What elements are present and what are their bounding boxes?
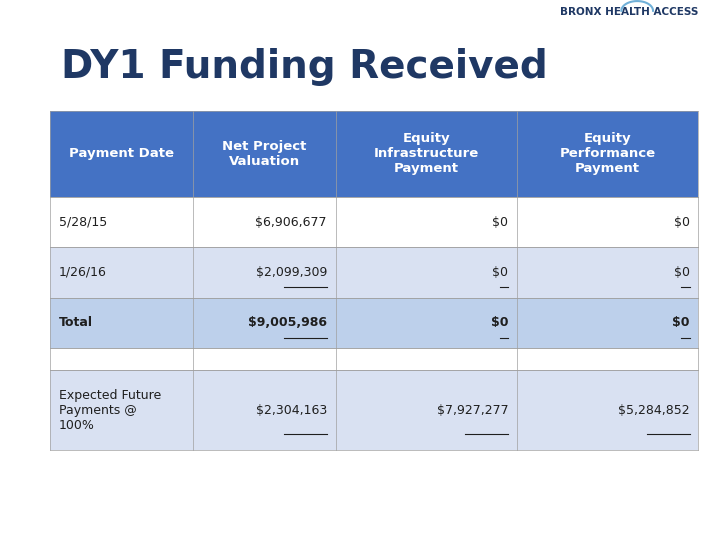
Text: 1/26/16: 1/26/16 [59, 266, 107, 279]
Text: $0: $0 [674, 266, 690, 279]
Bar [517, 247, 698, 298]
Bar [50, 298, 193, 348]
Bar [336, 370, 517, 450]
Bar [193, 111, 336, 197]
Text: $9,005,986: $9,005,986 [248, 316, 327, 329]
Bar [517, 111, 698, 197]
Text: $0: $0 [672, 316, 690, 329]
Text: $6,906,677: $6,906,677 [256, 215, 327, 229]
Bar [50, 348, 193, 370]
Bar [193, 370, 336, 450]
Text: $0: $0 [492, 266, 508, 279]
Text: $2,304,163: $2,304,163 [256, 404, 327, 417]
Bar [517, 197, 698, 247]
Bar [336, 247, 517, 298]
Bar [50, 111, 193, 197]
Text: Equity
Performance
Payment: Equity Performance Payment [559, 132, 656, 176]
Text: $0: $0 [491, 316, 508, 329]
Text: Net Project
Valuation: Net Project Valuation [222, 140, 307, 168]
Text: Expected Future
Payments @
100%: Expected Future Payments @ 100% [59, 389, 161, 432]
Bar [193, 197, 336, 247]
Bar [336, 298, 517, 348]
Bar [193, 247, 336, 298]
Text: $0: $0 [492, 215, 508, 229]
Bar [193, 298, 336, 348]
Bar [336, 348, 517, 370]
Text: $0: $0 [674, 215, 690, 229]
Text: Equity
Infrastructure
Payment: Equity Infrastructure Payment [374, 132, 479, 176]
Text: Payment Date: Payment Date [69, 147, 174, 160]
Bar [336, 197, 517, 247]
Text: $7,927,277: $7,927,277 [437, 404, 508, 417]
Bar [193, 348, 336, 370]
Bar [517, 370, 698, 450]
Bar [50, 247, 193, 298]
Text: $5,284,852: $5,284,852 [618, 404, 690, 417]
Bar [336, 111, 517, 197]
Bar [50, 370, 193, 450]
Text: Total: Total [59, 316, 93, 329]
Text: 5/28/15: 5/28/15 [59, 215, 107, 229]
Bar [50, 197, 193, 247]
Bar [517, 348, 698, 370]
Bar [517, 298, 698, 348]
Text: DY1 Funding Received: DY1 Funding Received [61, 49, 548, 86]
Text: $2,099,309: $2,099,309 [256, 266, 327, 279]
Text: BRONX HEALTH ACCESS: BRONX HEALTH ACCESS [560, 7, 698, 17]
